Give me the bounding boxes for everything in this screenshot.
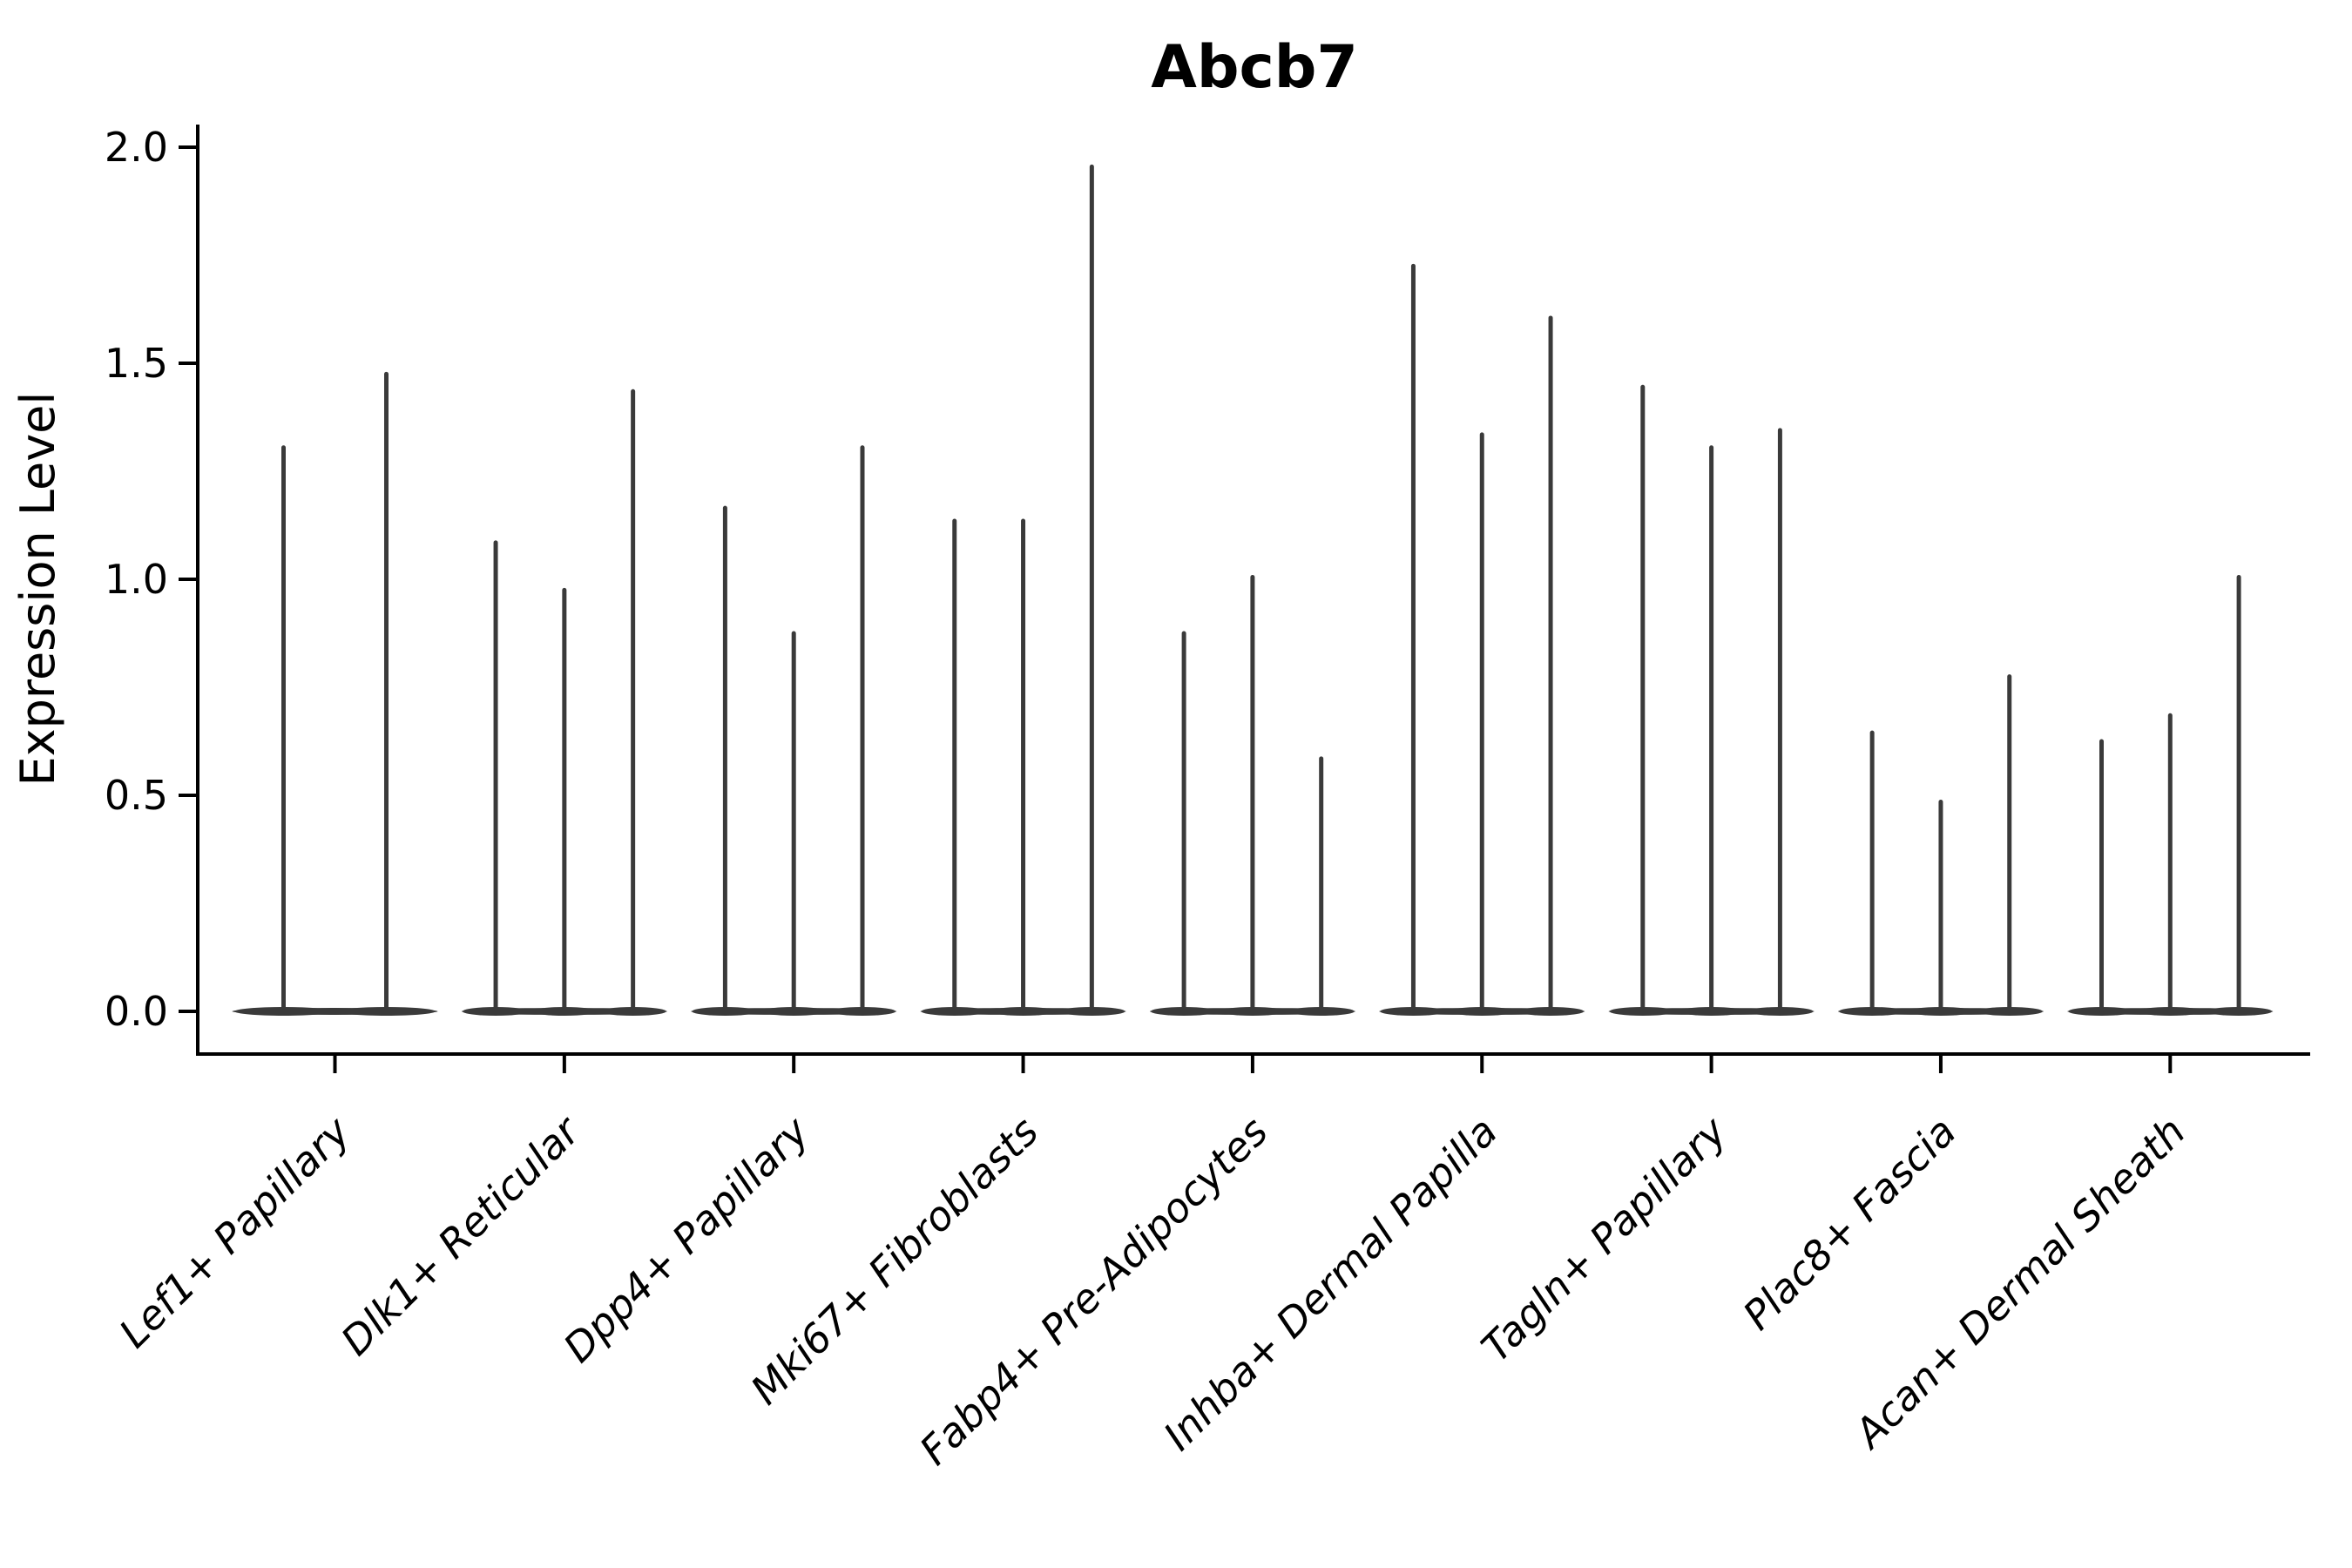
- violin-spike: [281, 445, 286, 1013]
- y-ticks: 0.0 0.5 1.0 1.5 2.0: [105, 124, 198, 1035]
- violin-group: [920, 164, 1126, 1016]
- x-tick-label: Dlk1+ Reticular: [332, 1105, 591, 1364]
- violin-spike: [2236, 575, 2241, 1013]
- violins: [232, 164, 2274, 1016]
- violin-spike: [860, 445, 865, 1013]
- violin-spike: [493, 540, 498, 1013]
- violin-spike: [631, 389, 636, 1013]
- violin-spike: [1640, 384, 1646, 1013]
- violin-spike: [1709, 445, 1714, 1013]
- y-tick-label: 0.0: [105, 988, 168, 1035]
- violin-spike: [562, 587, 567, 1013]
- violin-spike: [1410, 263, 1416, 1013]
- violin-group: [2067, 575, 2274, 1016]
- violin-group: [1837, 674, 2044, 1016]
- violin-spike: [1021, 518, 1026, 1013]
- violin-group: [1608, 384, 1815, 1016]
- violin-spike: [2167, 713, 2173, 1013]
- x-tick-label: Lef1+ Papillary: [110, 1107, 359, 1356]
- violin-spike: [1548, 315, 1553, 1013]
- y-tick-label: 1.0: [105, 556, 168, 603]
- violin-spike: [2007, 674, 2012, 1013]
- violin-group: [691, 445, 897, 1016]
- x-tick-label: Dpp4+ Papillary: [554, 1107, 818, 1371]
- violin-spike: [1479, 432, 1484, 1013]
- violin-spike: [1869, 730, 1875, 1013]
- violin-spike: [791, 631, 796, 1013]
- violin-spike: [384, 371, 389, 1013]
- violin-spike: [1777, 428, 1782, 1013]
- violin-group: [1379, 263, 1585, 1016]
- y-tick-label: 0.5: [105, 772, 168, 819]
- y-axis-label: Expression Level: [10, 392, 65, 787]
- y-tick-label: 1.5: [105, 340, 168, 387]
- violin-spike: [2099, 739, 2104, 1013]
- violin-spike: [1938, 799, 1943, 1013]
- violin-spike: [1089, 164, 1094, 1014]
- x-tick-label: Plac8+ Fascia: [1734, 1108, 1964, 1339]
- violin-spike: [1181, 631, 1186, 1013]
- violin-group: [461, 389, 667, 1016]
- violin-spike: [1250, 575, 1255, 1013]
- violin-group: [1149, 575, 1355, 1016]
- violin-spike: [952, 518, 957, 1013]
- violin-spike: [722, 505, 727, 1013]
- y-tick-label: 2.0: [105, 124, 168, 171]
- violin-spike: [1319, 756, 1324, 1013]
- violin-group: [232, 371, 438, 1016]
- x-tick-label: Tagln+ Papillary: [1472, 1107, 1736, 1371]
- chart-title: Abcb7: [1151, 33, 1358, 102]
